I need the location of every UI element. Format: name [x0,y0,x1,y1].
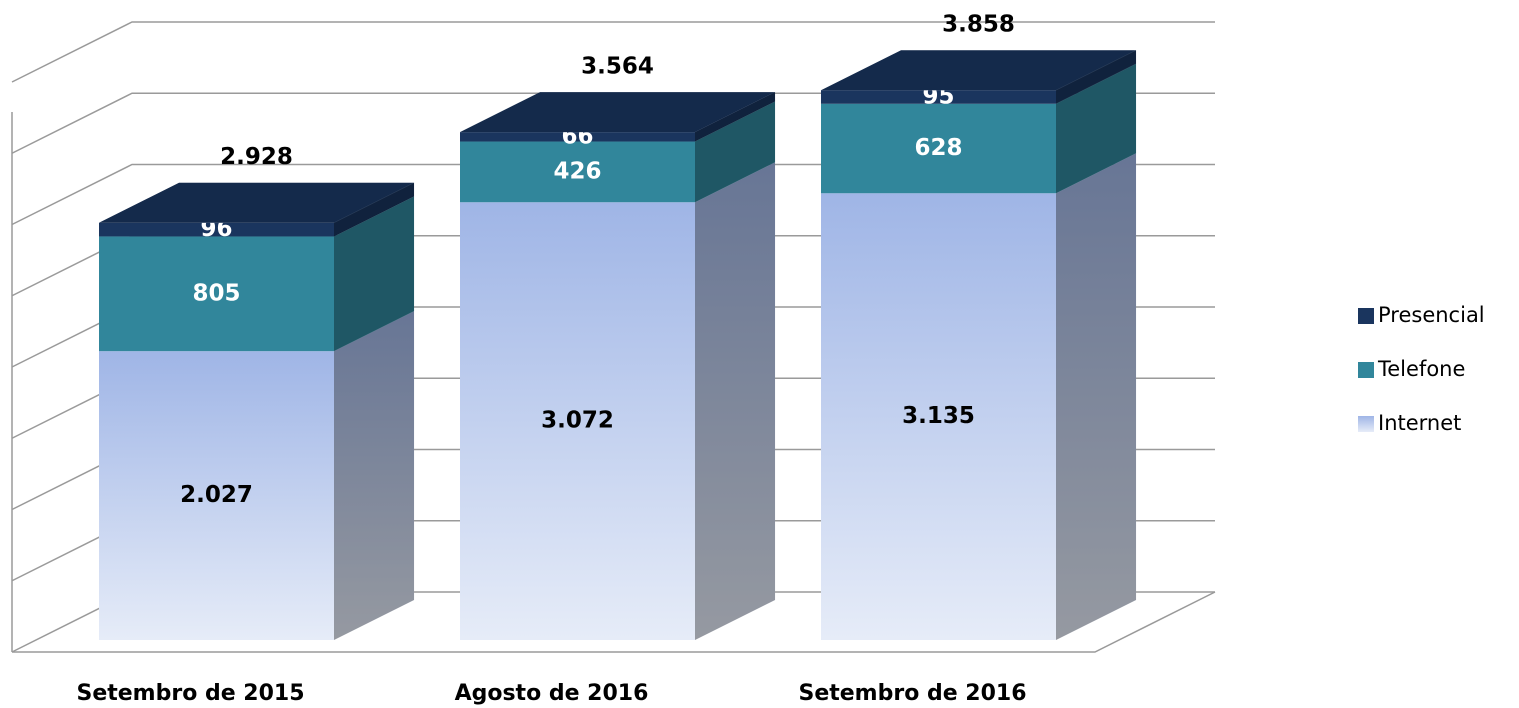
x-tick-label: Agosto de 2016 [455,681,649,706]
legend-label: Internet [1378,411,1461,435]
value-label: 805 [192,280,240,306]
total-label: 2.928 [220,144,293,170]
legend-label: Telefone [1377,357,1465,381]
floor-edge [12,591,1216,653]
bar-side-shade [695,92,776,142]
bar-side [695,92,776,142]
bar-segment [821,193,1056,640]
bar-segment [821,103,1056,194]
bar-top [821,50,1137,91]
bar-side [334,182,415,237]
legend-swatch [1358,416,1374,432]
bar-segment [99,236,334,352]
bar-side-shade [334,182,415,237]
bar-side-shade [334,311,415,640]
bar-side-shade [1056,63,1137,194]
bar-top-shade [99,182,415,223]
bar-side-shade [695,101,776,203]
bar-side [695,162,776,640]
bar-side-shade [695,162,776,640]
bar-top-shade [460,92,776,133]
bar-side-shade [334,196,415,352]
bar-side [334,311,415,640]
bar-top [460,92,776,133]
value-label: 2.027 [180,482,253,508]
bar-top [99,182,415,223]
grid-line [11,21,1215,83]
bar-side [695,101,776,203]
bar-segment [460,132,695,142]
x-tick-label: Setembro de 2015 [76,681,304,706]
bar-top-shade [821,50,1137,91]
value-label: 628 [914,135,962,161]
bar-side [1056,50,1137,104]
total-label: 3.858 [942,12,1015,38]
value-label: 3.072 [541,408,614,434]
bar-side-shade [1056,50,1137,104]
value-label: 426 [553,158,601,184]
bar-segment [821,90,1056,104]
bar-side [334,196,415,352]
bar-segment [460,141,695,203]
value-label: 3.135 [902,403,975,429]
legend-label: Presencial [1378,303,1485,327]
bar-side-shade [1056,153,1137,640]
legend-swatch [1358,308,1374,324]
legend-swatch [1358,362,1374,378]
bar-segment [99,351,334,640]
bar-side [1056,153,1137,640]
x-tick-label: Setembro de 2016 [798,681,1026,706]
total-label: 3.564 [581,54,654,80]
bar-side [1056,63,1137,194]
bar-segment [99,222,334,237]
bar-segment [460,202,695,641]
